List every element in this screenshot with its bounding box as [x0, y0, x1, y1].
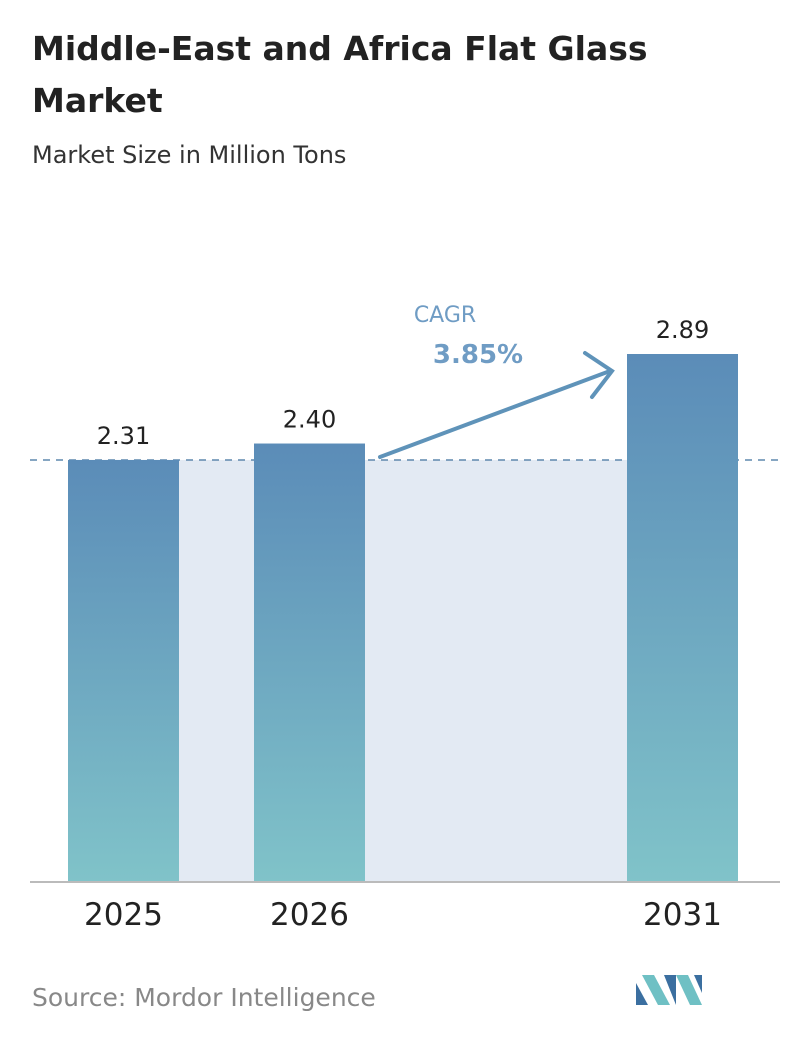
value-label: 2.31 [97, 422, 150, 450]
cagr-value: 3.85% [433, 340, 523, 370]
chart-title: Market [32, 81, 163, 120]
cagr-label: CAGR [414, 303, 476, 328]
chart-subtitle: Market Size in Million Tons [32, 141, 346, 169]
reference-band [68, 459, 738, 882]
bar [627, 354, 738, 882]
x-tick-label: 2025 [84, 897, 163, 933]
logo [636, 975, 702, 1005]
chart-title: Middle-East and Africa Flat Glass [32, 29, 648, 68]
bar [254, 443, 365, 882]
bar [68, 459, 179, 882]
x-tick-label: 2031 [643, 897, 722, 933]
value-label: 2.40 [283, 406, 336, 434]
plot-area: 2.31 2025 2.40 2026 2.89 2031 [30, 316, 780, 933]
cagr-arrow [378, 351, 615, 459]
source: Source: Mordor Intelligence [32, 983, 376, 1012]
value-label: 2.89 [656, 316, 709, 344]
x-tick-label: 2026 [270, 897, 349, 933]
